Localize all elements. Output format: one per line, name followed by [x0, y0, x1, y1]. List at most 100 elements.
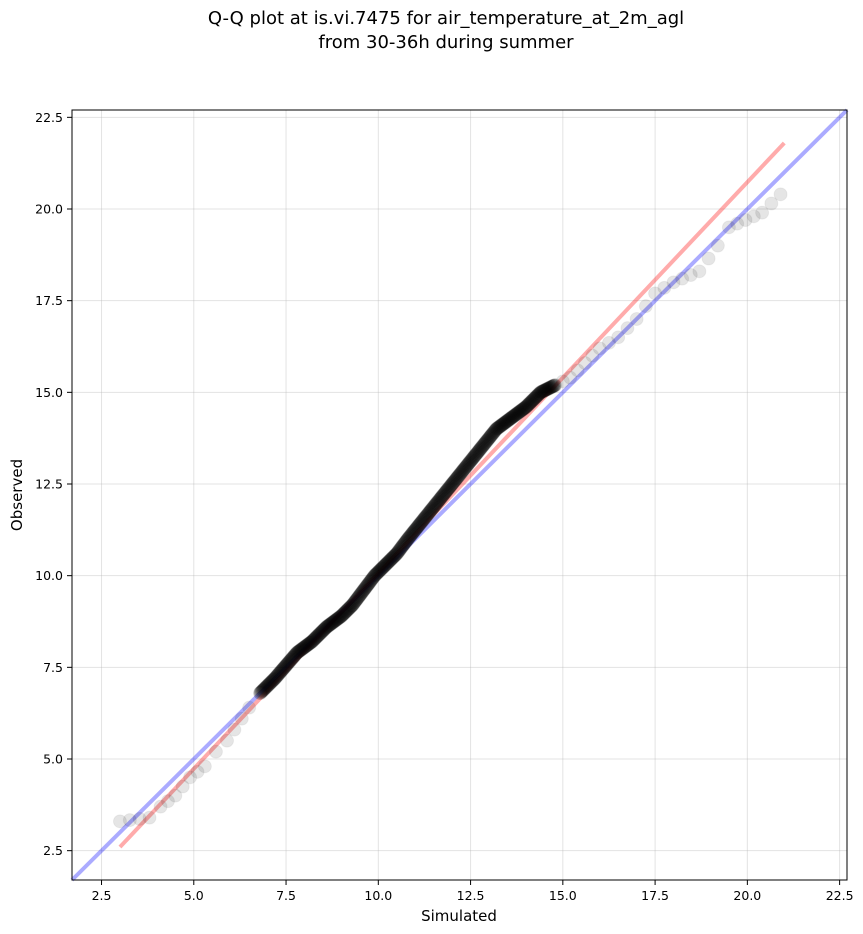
x-tick-label: 17.5 [641, 888, 669, 903]
qq-point [376, 559, 391, 574]
x-tick-label: 15.0 [549, 888, 577, 903]
y-tick-label: 7.5 [43, 660, 63, 675]
qq-point [265, 674, 280, 689]
qq-point [460, 457, 475, 472]
qq-point [467, 449, 482, 464]
qq-point [439, 483, 454, 498]
qq-point [412, 517, 427, 532]
y-tick-label: 20.0 [35, 202, 63, 217]
qq-point [738, 213, 753, 227]
qq-point [287, 648, 302, 663]
qq-point [386, 550, 401, 565]
qq-point [533, 385, 548, 400]
qq-point [505, 410, 520, 425]
qq-point [280, 656, 295, 671]
qq-point [293, 642, 308, 657]
qq-point [255, 683, 270, 698]
qq-point [531, 387, 546, 402]
qq-point [394, 540, 409, 555]
qq-point [511, 405, 526, 420]
qq-point [269, 669, 284, 684]
qq-point [446, 475, 461, 490]
x-tick-label: 22.5 [826, 888, 854, 903]
qq-point [294, 642, 309, 657]
qq-point [322, 617, 337, 632]
qq-point [473, 441, 488, 456]
qq-point [514, 403, 529, 418]
qq-point [398, 535, 413, 550]
qq-point [400, 532, 415, 546]
qq-point [399, 533, 414, 548]
qq-point [611, 330, 626, 345]
qq-point [451, 468, 466, 483]
x-tick-label: 7.5 [276, 888, 296, 903]
qq-point [254, 685, 269, 700]
plot-frame [71, 109, 848, 881]
x-tick-label: 12.5 [457, 888, 485, 903]
qq-point [336, 607, 351, 622]
qq-point [435, 488, 450, 503]
qq-point [267, 671, 282, 686]
qq-point [532, 386, 547, 401]
qq-point [310, 629, 325, 644]
qq-point [464, 452, 479, 467]
qq-point [510, 406, 525, 421]
qq-point [306, 632, 321, 647]
qq-point [220, 733, 234, 748]
qq-point [327, 613, 342, 628]
qq-point [432, 493, 447, 508]
qq-point [508, 407, 523, 422]
qq-point [313, 626, 328, 641]
qq-point [448, 472, 463, 487]
qq-point [397, 536, 412, 551]
y-tick-label: 10.0 [35, 568, 63, 583]
qq-point [487, 424, 502, 439]
qq-point [504, 411, 519, 425]
qq-point [277, 660, 292, 675]
qq-point [405, 526, 420, 541]
qq-point [318, 620, 333, 635]
qq-point [456, 463, 471, 478]
qq-point [407, 523, 422, 538]
qq-point [497, 415, 512, 430]
qq-point [423, 503, 438, 518]
qq-point [324, 616, 339, 631]
qq-point [314, 625, 329, 640]
qq-point [284, 652, 299, 667]
qq-point [270, 668, 285, 683]
qq-point [354, 585, 369, 600]
qq-point [257, 681, 272, 696]
qq-point [344, 598, 359, 613]
qq-point [160, 794, 175, 809]
qq-point [327, 614, 342, 629]
qq-point [445, 477, 460, 491]
x-tick-label: 10.0 [364, 888, 392, 903]
qq-point [365, 571, 380, 586]
qq-point [315, 624, 330, 639]
qq-point [518, 400, 533, 414]
qq-point [657, 280, 672, 295]
qq-point [303, 635, 318, 650]
axis-ticks: 2.5 5.0 7.5 10.0 12.5 15.0 17.5 20.0 22.5 2.5 5.0 7… [35, 110, 853, 903]
x-tick-label: 5.0 [184, 888, 204, 903]
qq-point [393, 541, 408, 556]
qq-point [483, 428, 498, 443]
qq-point [506, 408, 521, 423]
qq-point [521, 397, 536, 412]
qq-point [332, 610, 347, 625]
qq-point [541, 381, 556, 396]
qq-point [409, 521, 424, 536]
qq-point [437, 486, 452, 501]
qq-point [307, 631, 322, 646]
qq-point [357, 582, 372, 597]
qq-point [408, 522, 423, 537]
qq-point [256, 682, 271, 697]
qq-point [355, 584, 370, 599]
qq-point [444, 478, 459, 493]
qq-point [274, 663, 289, 678]
qq-point [360, 578, 375, 593]
qq-point [482, 431, 497, 446]
qq-point [398, 534, 413, 549]
